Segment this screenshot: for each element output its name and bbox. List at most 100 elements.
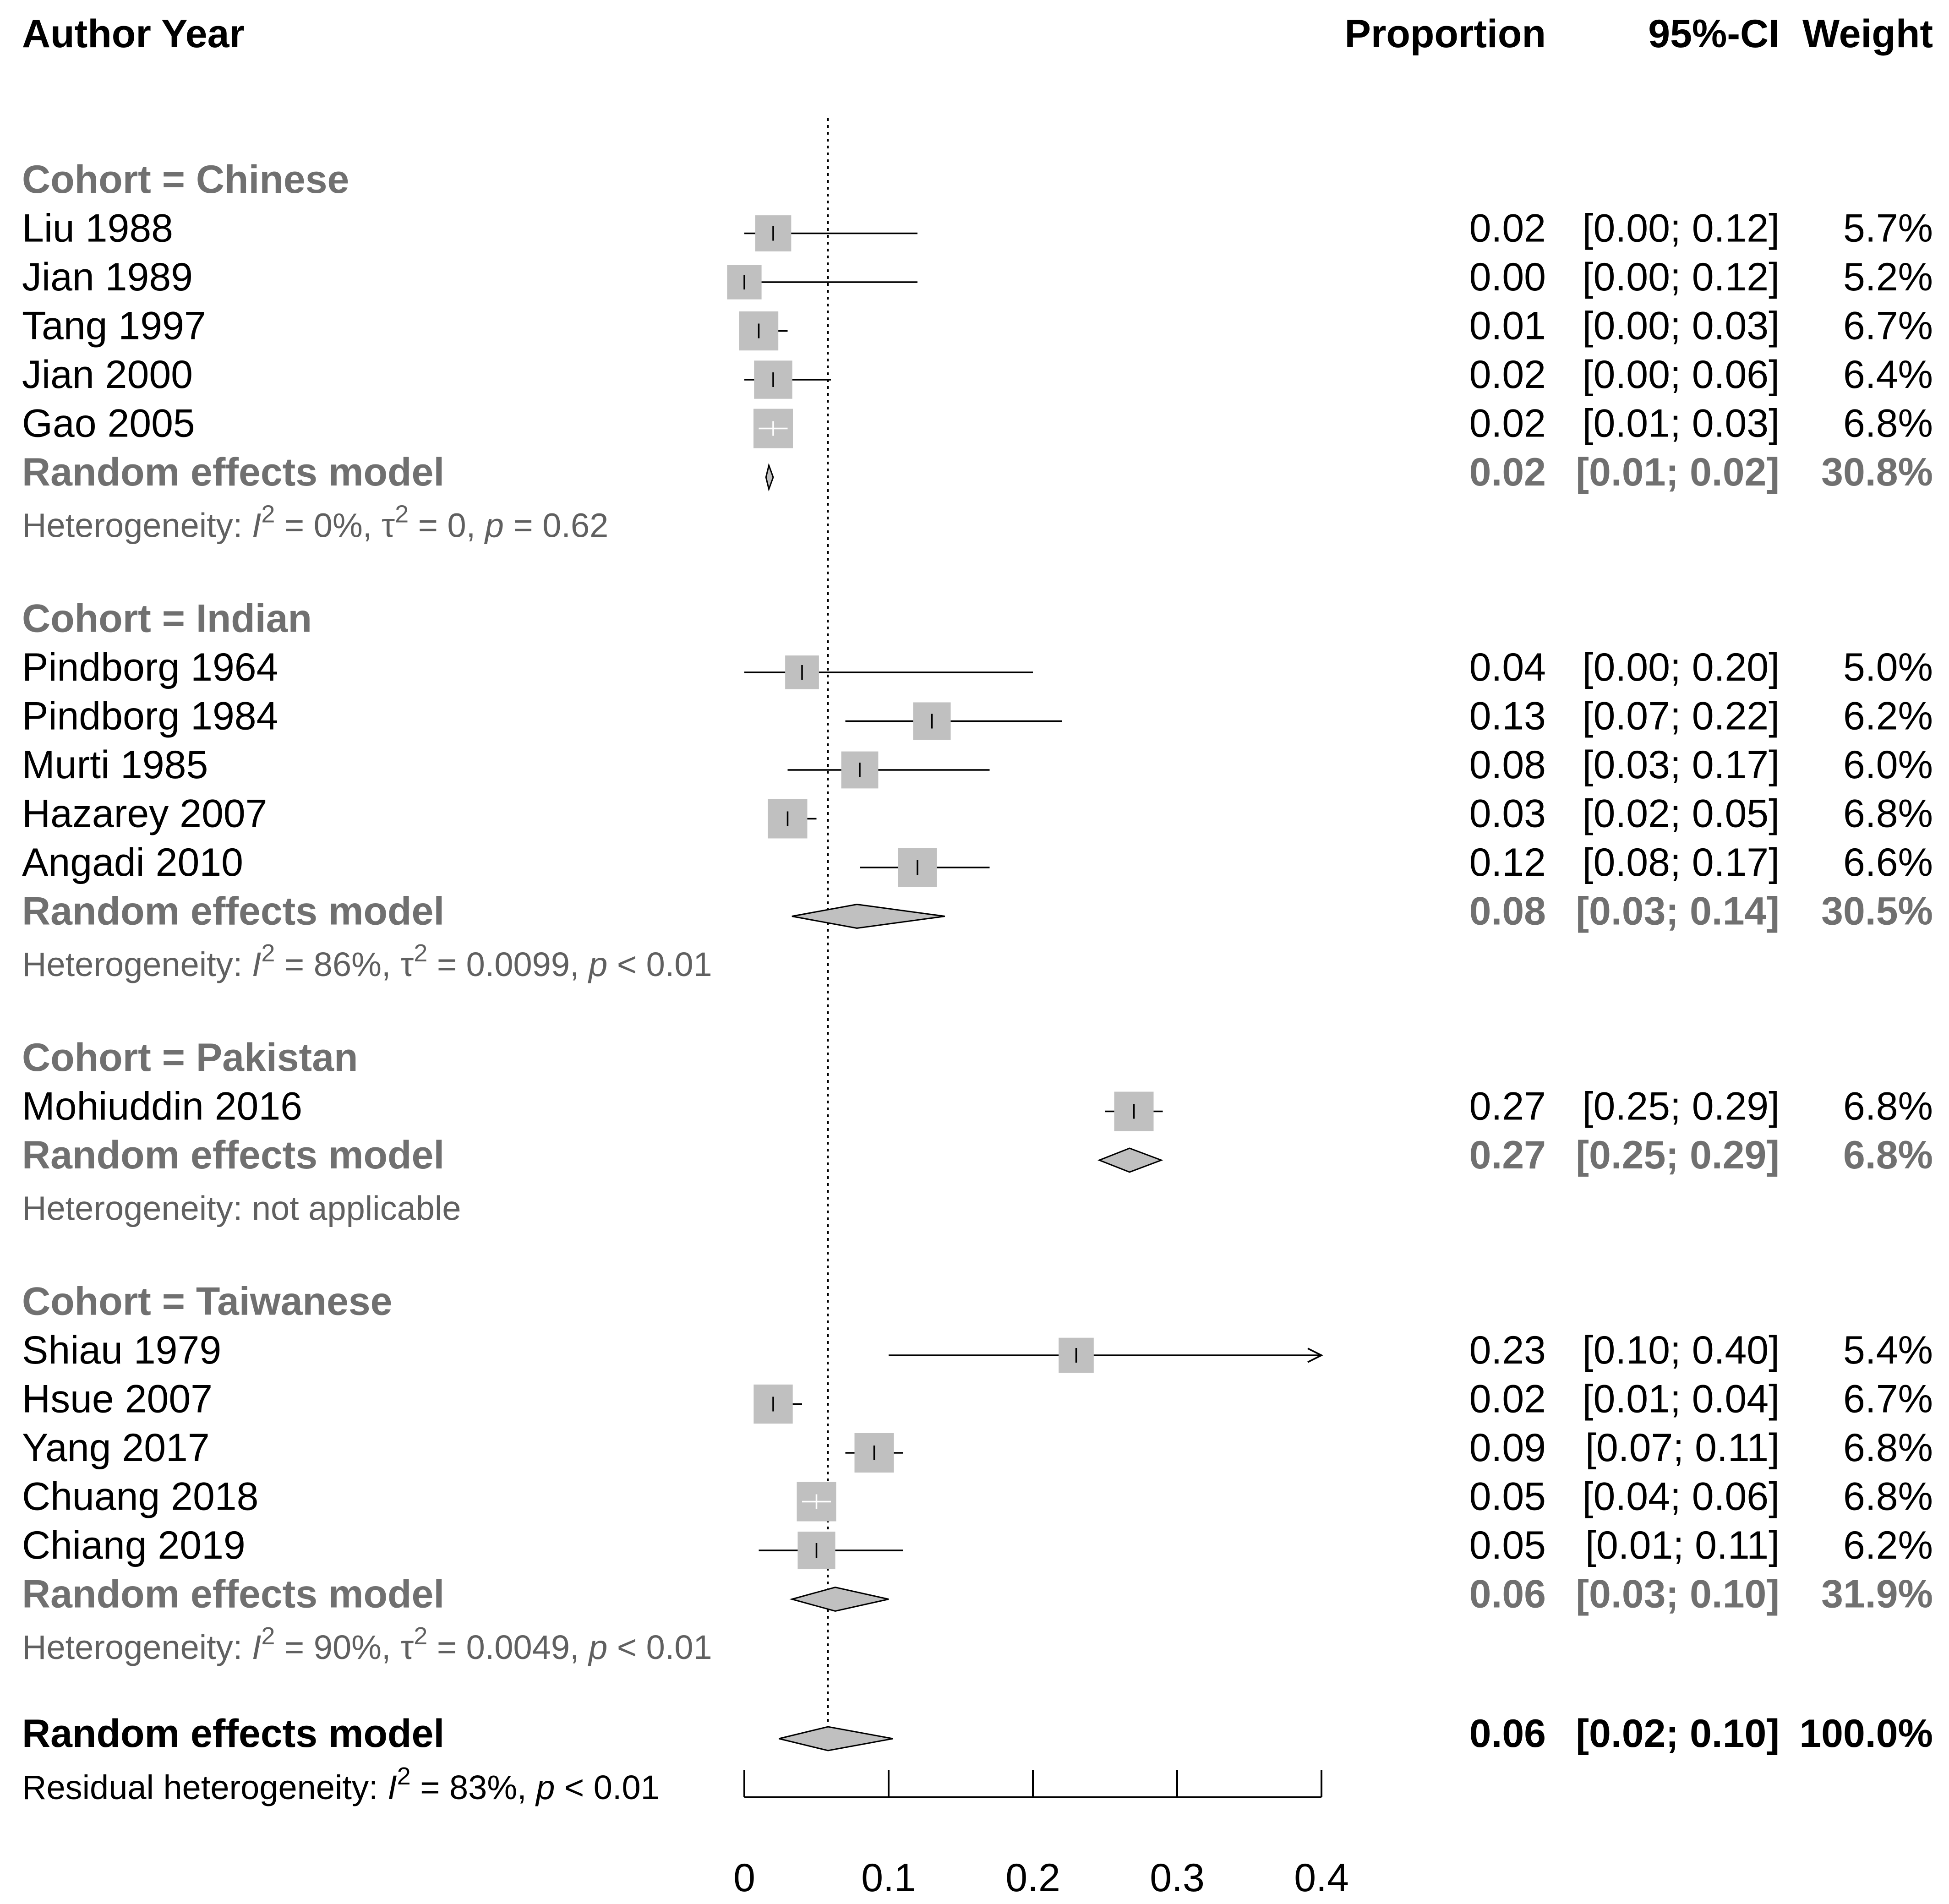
study-0-2-proportion: 0.01 (1469, 304, 1546, 348)
study-1-3-weight: 6.8% (1843, 792, 1933, 836)
study-2-0-ci: [0.25; 0.29] (1583, 1085, 1780, 1129)
group-model-3-weight: 31.9% (1821, 1572, 1933, 1616)
study-1-4-name: Angadi 2010 (22, 840, 243, 884)
overall-model-weight: 100.0% (1799, 1712, 1933, 1756)
group-model-0-ci: [0.01; 0.02] (1576, 450, 1780, 494)
group-heterogeneity-3: Heterogeneity: I2 = 90%, τ2 = 0.0049, p … (22, 1622, 712, 1666)
group-label-3: Cohort = Taiwanese (22, 1280, 392, 1324)
study-0-2-ci: [0.00; 0.03] (1583, 304, 1780, 348)
study-3-0-ci: [0.10; 0.40] (1583, 1328, 1780, 1372)
group-model-diamond-3 (789, 1586, 889, 1612)
study-3-4-name: Chiang 2019 (22, 1523, 246, 1567)
residual-heterogeneity: Residual heterogeneity: I2 = 83%, p < 0.… (22, 1762, 660, 1806)
study-1-0-proportion: 0.04 (1469, 645, 1546, 689)
header-weight: Weight (1802, 12, 1933, 56)
group-model-3-proportion: 0.06 (1469, 1572, 1546, 1616)
group-heterogeneity-2: Heterogeneity: not applicable (22, 1189, 461, 1228)
group-model-label-1: Random effects model (22, 889, 444, 933)
study-1-1-ci: [0.07; 0.22] (1583, 694, 1780, 738)
study-1-1-name: Pindborg 1984 (22, 694, 278, 738)
group-model-0-weight: 30.8% (1821, 450, 1933, 494)
overall-model-diamond (779, 1726, 893, 1751)
study-1-0-weight: 5.0% (1843, 645, 1933, 689)
study-3-2-proportion: 0.09 (1469, 1426, 1546, 1470)
study-1-4-ci: [0.08; 0.17] (1583, 840, 1780, 884)
group-model-0-proportion: 0.02 (1469, 450, 1546, 494)
study-0-3-ci: [0.00; 0.06] (1583, 353, 1780, 397)
study-0-0-proportion: 0.02 (1469, 207, 1546, 251)
study-1-0-name: Pindborg 1964 (22, 645, 278, 689)
study-0-1-weight: 5.2% (1843, 255, 1933, 299)
group-model-2-proportion: 0.27 (1469, 1133, 1546, 1177)
x-tick-label-0: 0 (733, 1856, 755, 1900)
study-0-4-ci: [0.01; 0.03] (1583, 402, 1780, 446)
study-2-0-proportion: 0.27 (1469, 1085, 1546, 1129)
group-model-2-ci: [0.25; 0.29] (1576, 1133, 1780, 1177)
study-0-2-name: Tang 1997 (22, 304, 206, 348)
group-model-1-proportion: 0.08 (1469, 889, 1546, 933)
study-1-2-weight: 6.0% (1843, 743, 1933, 787)
study-3-1-proportion: 0.02 (1469, 1377, 1546, 1421)
study-3-1-name: Hsue 2007 (22, 1377, 213, 1421)
study-3-2-name: Yang 2017 (22, 1426, 210, 1470)
study-3-3-weight: 6.8% (1843, 1475, 1933, 1519)
header-proportion: Proportion (1345, 12, 1546, 56)
overall-model-proportion: 0.06 (1469, 1712, 1546, 1756)
study-1-1-weight: 6.2% (1843, 694, 1933, 738)
study-0-1-proportion: 0.00 (1469, 255, 1546, 299)
x-tick-label-4: 0.4 (1294, 1856, 1349, 1900)
group-label-0: Cohort = Chinese (22, 158, 349, 202)
group-model-diamond-2 (1097, 1147, 1163, 1173)
study-1-2-ci: [0.03; 0.17] (1583, 743, 1780, 787)
study-1-2-proportion: 0.08 (1469, 743, 1546, 787)
study-3-2-weight: 6.8% (1843, 1426, 1933, 1470)
study-1-4-weight: 6.6% (1843, 840, 1933, 884)
study-0-4-name: Gao 2005 (22, 402, 195, 446)
study-2-0-name: Mohiuddin 2016 (22, 1085, 302, 1129)
study-1-2-name: Murti 1985 (22, 743, 208, 787)
study-1-3-ci: [0.02; 0.05] (1583, 792, 1780, 836)
study-3-3-ci: [0.04; 0.06] (1583, 1475, 1780, 1519)
study-0-0-name: Liu 1988 (22, 207, 173, 251)
group-model-1-ci: [0.03; 0.14] (1576, 889, 1780, 933)
study-3-0-weight: 5.4% (1843, 1328, 1933, 1372)
study-0-4-weight: 6.8% (1843, 402, 1933, 446)
study-0-2-weight: 6.7% (1843, 304, 1933, 348)
study-1-4-proportion: 0.12 (1469, 840, 1546, 884)
group-model-diamond-0 (765, 463, 774, 492)
study-3-0-proportion: 0.23 (1469, 1328, 1546, 1372)
study-1-0-ci: [0.00; 0.20] (1583, 645, 1780, 689)
group-model-label-2: Random effects model (22, 1133, 444, 1177)
study-0-4-proportion: 0.02 (1469, 402, 1546, 446)
x-tick-label-1: 0.1 (861, 1856, 916, 1900)
study-3-4-weight: 6.2% (1843, 1523, 1933, 1567)
group-model-1-weight: 30.5% (1821, 889, 1933, 933)
header-ci: 95%-CI (1648, 12, 1780, 56)
study-3-4-proportion: 0.05 (1469, 1523, 1546, 1567)
overall-model-ci: [0.02; 0.10] (1576, 1712, 1780, 1756)
study-0-0-ci: [0.00; 0.12] (1583, 207, 1780, 251)
study-0-3-name: Jian 2000 (22, 353, 193, 397)
overall-model-label: Random effects model (22, 1712, 444, 1756)
study-3-3-proportion: 0.05 (1469, 1475, 1546, 1519)
study-0-1-name: Jian 1989 (22, 255, 193, 299)
study-2-0-weight: 6.8% (1843, 1085, 1933, 1129)
study-0-3-weight: 6.4% (1843, 353, 1933, 397)
study-3-2-ci: [0.07; 0.11] (1585, 1426, 1780, 1470)
group-model-label-0: Random effects model (22, 450, 444, 494)
study-0-3-proportion: 0.02 (1469, 353, 1546, 397)
x-tick-label-2: 0.2 (1005, 1856, 1060, 1900)
group-heterogeneity-0: Heterogeneity: I2 = 0%, τ2 = 0, p = 0.62 (22, 501, 608, 545)
group-model-diamond-1 (792, 903, 945, 929)
study-3-1-weight: 6.7% (1843, 1377, 1933, 1421)
study-0-1-ci: [0.00; 0.12] (1583, 255, 1780, 299)
study-3-0-name: Shiau 1979 (22, 1328, 221, 1372)
group-label-2: Cohort = Pakistan (22, 1036, 358, 1080)
group-heterogeneity-1: Heterogeneity: I2 = 86%, τ2 = 0.0099, p … (22, 939, 712, 983)
group-model-3-ci: [0.03; 0.10] (1576, 1572, 1780, 1616)
study-1-3-proportion: 0.03 (1469, 792, 1546, 836)
study-1-1-proportion: 0.13 (1469, 694, 1546, 738)
study-1-3-name: Hazarey 2007 (22, 792, 267, 836)
study-3-3-name: Chuang 2018 (22, 1475, 258, 1519)
